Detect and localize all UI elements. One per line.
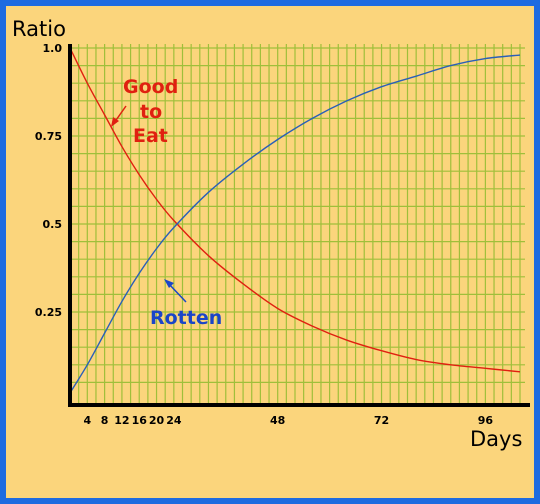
annotation-good-line3: Eat (133, 125, 168, 147)
x-tick-label: 16 (132, 414, 148, 427)
x-tick-label: 8 (101, 414, 109, 427)
x-tick-label: 4 (83, 414, 91, 427)
y-tick-label: 0.5 (43, 218, 63, 231)
annotation-rotten-label: Rotten (150, 307, 222, 329)
annotation-good-to-eat: Good to Eat (111, 76, 178, 147)
annotation-rotten: Rotten (150, 279, 222, 329)
x-tick-label: 12 (114, 414, 129, 427)
axes (68, 44, 530, 407)
x-tick-label: 48 (270, 414, 285, 427)
x-axis-title: Days (470, 427, 522, 451)
annotation-good-arrowhead (111, 117, 119, 127)
annotation-rotten-arrowhead (164, 279, 174, 288)
y-axis-title: Ratio (12, 17, 66, 41)
series-lines (69, 47, 521, 394)
y-tick-label: 0.75 (35, 130, 62, 143)
x-tick-label: 96 (478, 414, 494, 427)
x-tick-label: 72 (374, 414, 389, 427)
y-tick-label: 0.25 (35, 306, 62, 319)
series-line-rotten (69, 54, 521, 394)
tick-labels: 4 8 12 16 20 24 48 72 96 0.25 0.5 0.75 1.0 (35, 42, 494, 427)
x-tick-label: 20 (149, 414, 165, 427)
series-line-good-to-eat (69, 47, 521, 373)
annotation-good-line2: to (140, 101, 162, 123)
y-tick-label: 1.0 (43, 42, 63, 55)
grid (70, 44, 525, 405)
annotation-rotten-arrow (167, 282, 187, 303)
x-tick-label: 24 (166, 414, 182, 427)
annotation-good-line1: Good (123, 76, 178, 98)
